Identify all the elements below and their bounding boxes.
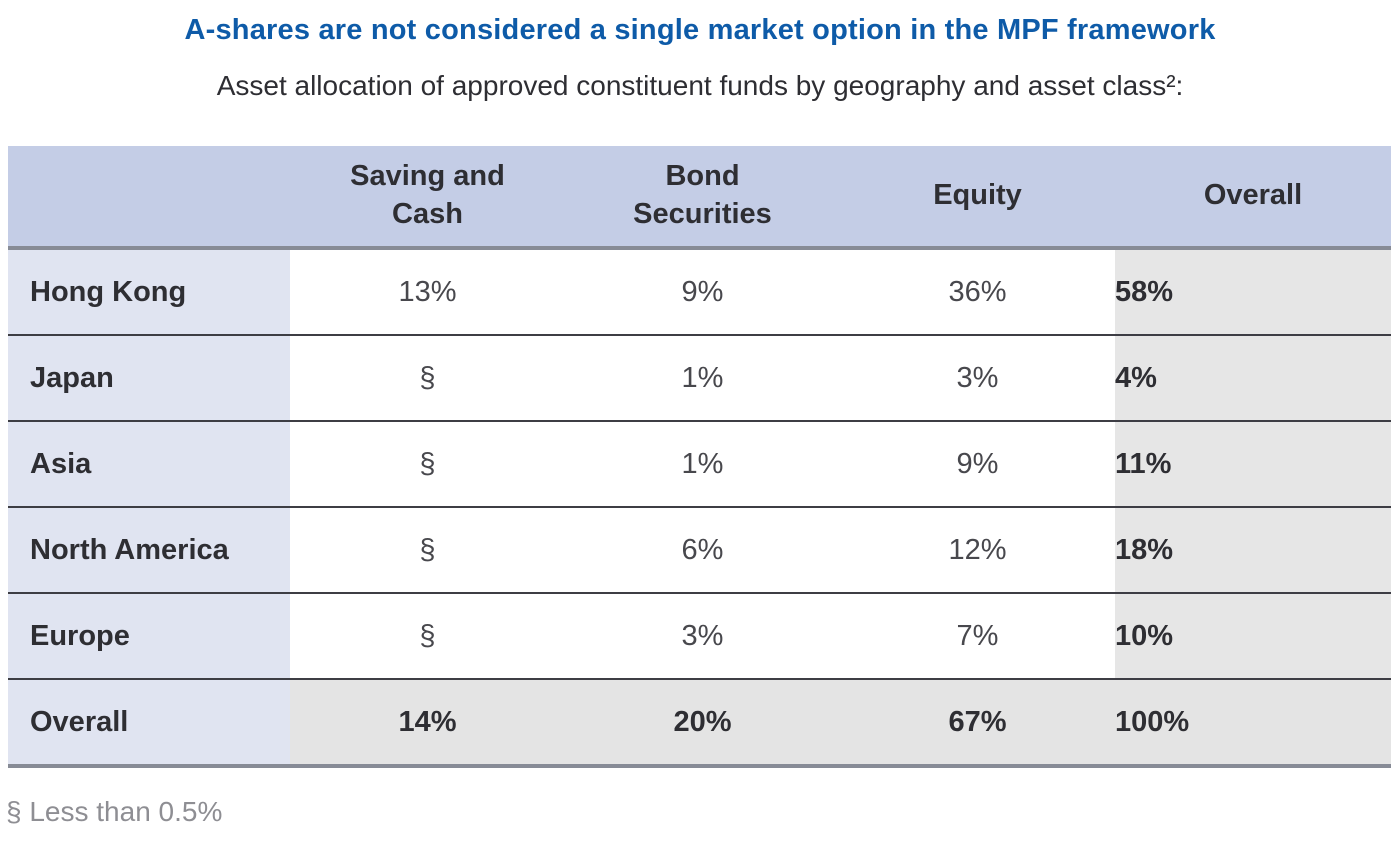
row-label: Hong Kong (8, 248, 290, 335)
row-label: Europe (8, 593, 290, 679)
subtitle: Asset allocation of approved constituent… (216, 70, 1184, 101)
column-header-equity: Equity (840, 146, 1115, 248)
table-cell: 14% (290, 679, 565, 766)
table-cell-overall: 10% (1115, 593, 1391, 679)
table-row-europe: Europe § 3% 7% 10% (8, 593, 1391, 679)
table-cell: 9% (565, 248, 840, 335)
header-line: Bond (665, 160, 740, 193)
column-header-bond-securities: Bond Securities (565, 146, 840, 248)
table-row-asia: Asia § 1% 9% 11% (8, 421, 1391, 507)
row-label: Asia (8, 421, 290, 507)
table-cell: 1% (565, 421, 840, 507)
table-cell: § (290, 421, 565, 507)
table-cell: 1% (565, 335, 840, 421)
table-cell: 36% (840, 248, 1115, 335)
header-line: Securities (633, 198, 772, 230)
table-cell: 9% (840, 421, 1115, 507)
table-cell: 7% (840, 593, 1115, 679)
corner-cell (8, 146, 290, 248)
table-row-overall: Overall 14% 20% 67% 100% (8, 679, 1391, 766)
asset-allocation-table: Saving and Cash Bond Securities Equity O… (8, 146, 1391, 768)
page-title: A-shares are not considered a single mar… (184, 14, 1216, 46)
table-cell-overall: 58% (1115, 248, 1391, 335)
row-label: Overall (8, 679, 290, 766)
table-cell-overall: 100% (1115, 679, 1391, 766)
table-cell: 3% (840, 335, 1115, 421)
table-cell: § (290, 507, 565, 593)
row-label: North America (8, 507, 290, 593)
table-header: Saving and Cash Bond Securities Equity O… (8, 146, 1391, 248)
table-cell-overall: 4% (1115, 335, 1391, 421)
table-row-north-america: North America § 6% 12% 18% (8, 507, 1391, 593)
header-line: Overall (1203, 179, 1303, 212)
header-line: Saving and (350, 160, 505, 193)
table-cell: 20% (565, 679, 840, 766)
footnote: § Less than 0.5% (6, 796, 223, 827)
table-cell-overall: 18% (1115, 507, 1391, 593)
column-header-saving-and-cash: Saving and Cash (290, 146, 565, 248)
column-header-overall: Overall (1115, 146, 1391, 248)
table-row-japan: Japan § 1% 3% 4% (8, 335, 1391, 421)
row-label: Japan (8, 335, 290, 421)
table-cell-overall: 11% (1115, 421, 1391, 507)
header-line: Equity (933, 179, 1022, 212)
table-cell: 6% (565, 507, 840, 593)
table-cell: 67% (840, 679, 1115, 766)
table-cell: 12% (840, 507, 1115, 593)
table-cell: 13% (290, 248, 565, 335)
table-body: Hong Kong 13% 9% 36% 58% Japan § 1% 3% 4… (8, 248, 1391, 766)
table-cell: § (290, 335, 565, 421)
table-cell: § (290, 593, 565, 679)
table-row-hong-kong: Hong Kong 13% 9% 36% 58% (8, 248, 1391, 335)
header-line: Cash (392, 198, 463, 230)
table-cell: 3% (565, 593, 840, 679)
header-row: Saving and Cash Bond Securities Equity O… (8, 146, 1391, 248)
